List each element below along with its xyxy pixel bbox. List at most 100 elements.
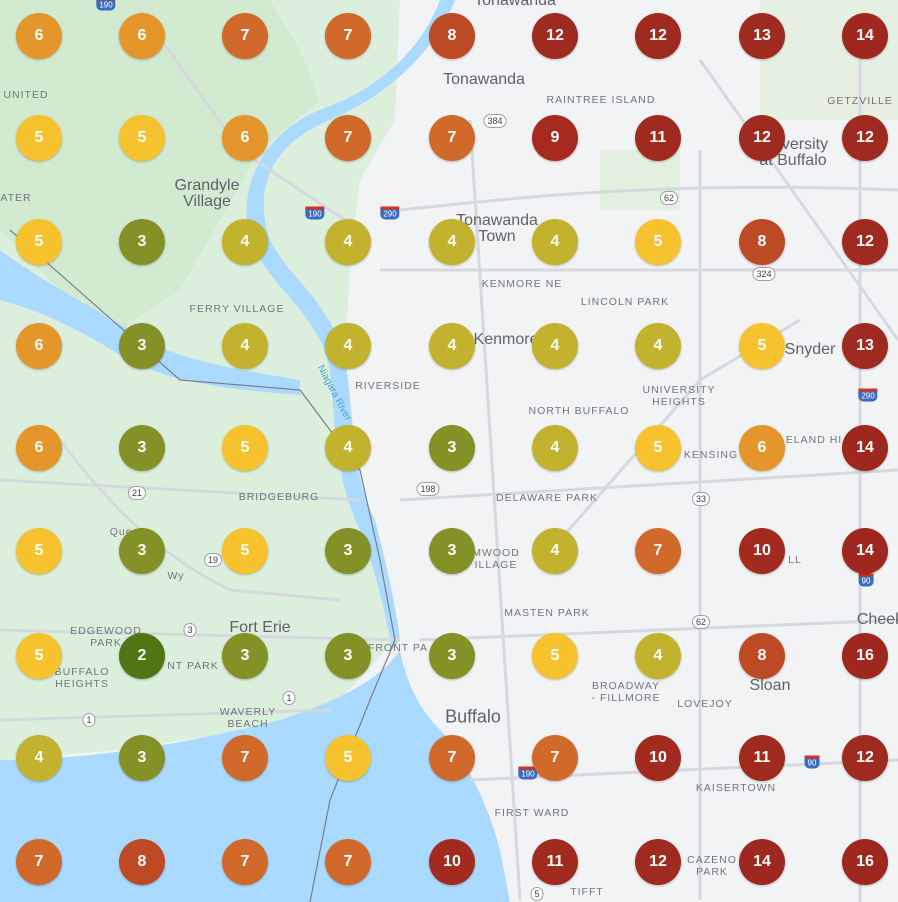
rank-marker[interactable]: 4 <box>16 735 62 781</box>
rank-marker[interactable]: 6 <box>119 13 165 59</box>
rank-marker[interactable]: 3 <box>119 528 165 574</box>
rank-marker[interactable]: 8 <box>739 219 785 265</box>
rank-marker[interactable]: 3 <box>429 425 475 471</box>
rank-marker[interactable]: 3 <box>429 633 475 679</box>
rank-marker[interactable]: 4 <box>222 219 268 265</box>
rank-marker[interactable]: 4 <box>635 323 681 369</box>
rank-marker[interactable]: 9 <box>532 115 578 161</box>
rank-marker[interactable]: 3 <box>119 219 165 265</box>
rank-marker[interactable]: 6 <box>739 425 785 471</box>
rank-marker[interactable]: 5 <box>16 115 62 161</box>
route-shield-icon: 62 <box>659 191 679 205</box>
rank-marker[interactable]: 7 <box>325 115 371 161</box>
rank-marker[interactable]: 7 <box>429 115 475 161</box>
interstate-shield-icon: 290 <box>858 388 878 402</box>
rank-marker[interactable]: 12 <box>635 13 681 59</box>
rank-marker[interactable]: 12 <box>635 839 681 885</box>
rank-marker[interactable]: 4 <box>429 323 475 369</box>
rank-marker[interactable]: 16 <box>842 839 888 885</box>
rank-marker[interactable]: 7 <box>16 839 62 885</box>
rank-marker[interactable]: 11 <box>635 115 681 161</box>
rank-marker[interactable]: 4 <box>222 323 268 369</box>
rank-marker[interactable]: 3 <box>222 633 268 679</box>
rank-marker[interactable]: 5 <box>635 425 681 471</box>
rank-marker[interactable]: 5 <box>222 425 268 471</box>
rank-marker[interactable]: 11 <box>739 735 785 781</box>
rank-marker[interactable]: 14 <box>739 839 785 885</box>
rank-marker[interactable]: 4 <box>635 633 681 679</box>
rank-marker[interactable]: 14 <box>842 13 888 59</box>
rank-marker[interactable]: 4 <box>532 219 578 265</box>
rank-marker[interactable]: 10 <box>429 839 475 885</box>
rank-marker[interactable]: 3 <box>429 528 475 574</box>
rank-marker[interactable]: 7 <box>222 735 268 781</box>
rank-marker[interactable]: 12 <box>842 115 888 161</box>
rank-marker[interactable]: 7 <box>532 735 578 781</box>
rank-marker[interactable]: 8 <box>739 633 785 679</box>
rank-marker[interactable]: 4 <box>429 219 475 265</box>
route-shield-icon: 3 <box>183 623 197 637</box>
route-shield-icon: 19 <box>203 553 223 567</box>
route-shield-icon: 198 <box>416 482 440 496</box>
interstate-shield-icon: 190 <box>305 206 325 220</box>
interstate-shield-icon: 190 <box>96 0 116 11</box>
interstate-shield-icon: 190 <box>518 766 538 780</box>
route-shield-icon: 5 <box>530 887 544 901</box>
interstate-shield-icon: 90 <box>858 573 874 587</box>
rank-marker[interactable]: 5 <box>222 528 268 574</box>
rank-marker[interactable]: 16 <box>842 633 888 679</box>
route-shield-icon: 1 <box>82 713 96 727</box>
route-shield-icon: 33 <box>691 492 711 506</box>
rank-marker[interactable]: 5 <box>532 633 578 679</box>
rank-marker[interactable]: 7 <box>325 13 371 59</box>
interstate-shield-icon: 90 <box>804 755 820 769</box>
rank-marker[interactable]: 4 <box>325 323 371 369</box>
rank-marker[interactable]: 5 <box>119 115 165 161</box>
route-shield-icon: 1 <box>282 691 296 705</box>
route-shield-icon: 62 <box>691 615 711 629</box>
rank-marker[interactable]: 4 <box>532 528 578 574</box>
grand-island <box>0 0 320 330</box>
rank-marker[interactable]: 10 <box>635 735 681 781</box>
rank-marker[interactable]: 5 <box>16 633 62 679</box>
rank-marker[interactable]: 6 <box>222 115 268 161</box>
interstate-shield-icon: 290 <box>380 206 400 220</box>
rank-marker[interactable]: 5 <box>16 219 62 265</box>
rank-marker[interactable]: 7 <box>325 839 371 885</box>
rank-marker[interactable]: 3 <box>325 633 371 679</box>
rank-marker[interactable]: 6 <box>16 323 62 369</box>
rank-marker[interactable]: 2 <box>119 633 165 679</box>
rank-marker[interactable]: 3 <box>119 735 165 781</box>
rank-marker[interactable]: 7 <box>429 735 475 781</box>
rank-marker[interactable]: 14 <box>842 425 888 471</box>
rank-marker[interactable]: 5 <box>739 323 785 369</box>
rank-marker[interactable]: 14 <box>842 528 888 574</box>
rank-marker[interactable]: 5 <box>325 735 371 781</box>
rank-marker[interactable]: 6 <box>16 13 62 59</box>
rank-marker[interactable]: 7 <box>222 839 268 885</box>
rank-marker[interactable]: 5 <box>16 528 62 574</box>
rank-marker[interactable]: 5 <box>635 219 681 265</box>
rank-marker[interactable]: 12 <box>842 735 888 781</box>
rank-marker[interactable]: 12 <box>842 219 888 265</box>
rank-marker[interactable]: 8 <box>429 13 475 59</box>
rank-marker[interactable]: 8 <box>119 839 165 885</box>
rank-marker[interactable]: 3 <box>325 528 371 574</box>
rank-marker[interactable]: 3 <box>119 425 165 471</box>
rank-marker[interactable]: 4 <box>532 425 578 471</box>
rank-marker[interactable]: 4 <box>325 425 371 471</box>
rank-marker[interactable]: 10 <box>739 528 785 574</box>
rank-marker[interactable]: 6 <box>16 425 62 471</box>
rank-marker[interactable]: 4 <box>532 323 578 369</box>
rank-marker[interactable]: 7 <box>635 528 681 574</box>
rank-marker[interactable]: 3 <box>119 323 165 369</box>
rank-marker[interactable]: 13 <box>739 13 785 59</box>
rank-marker[interactable]: 7 <box>222 13 268 59</box>
route-shield-icon: 324 <box>752 267 776 281</box>
rank-marker[interactable]: 11 <box>532 839 578 885</box>
rank-marker[interactable]: 12 <box>739 115 785 161</box>
rank-marker[interactable]: 12 <box>532 13 578 59</box>
rank-marker[interactable]: 13 <box>842 323 888 369</box>
rank-marker[interactable]: 4 <box>325 219 371 265</box>
